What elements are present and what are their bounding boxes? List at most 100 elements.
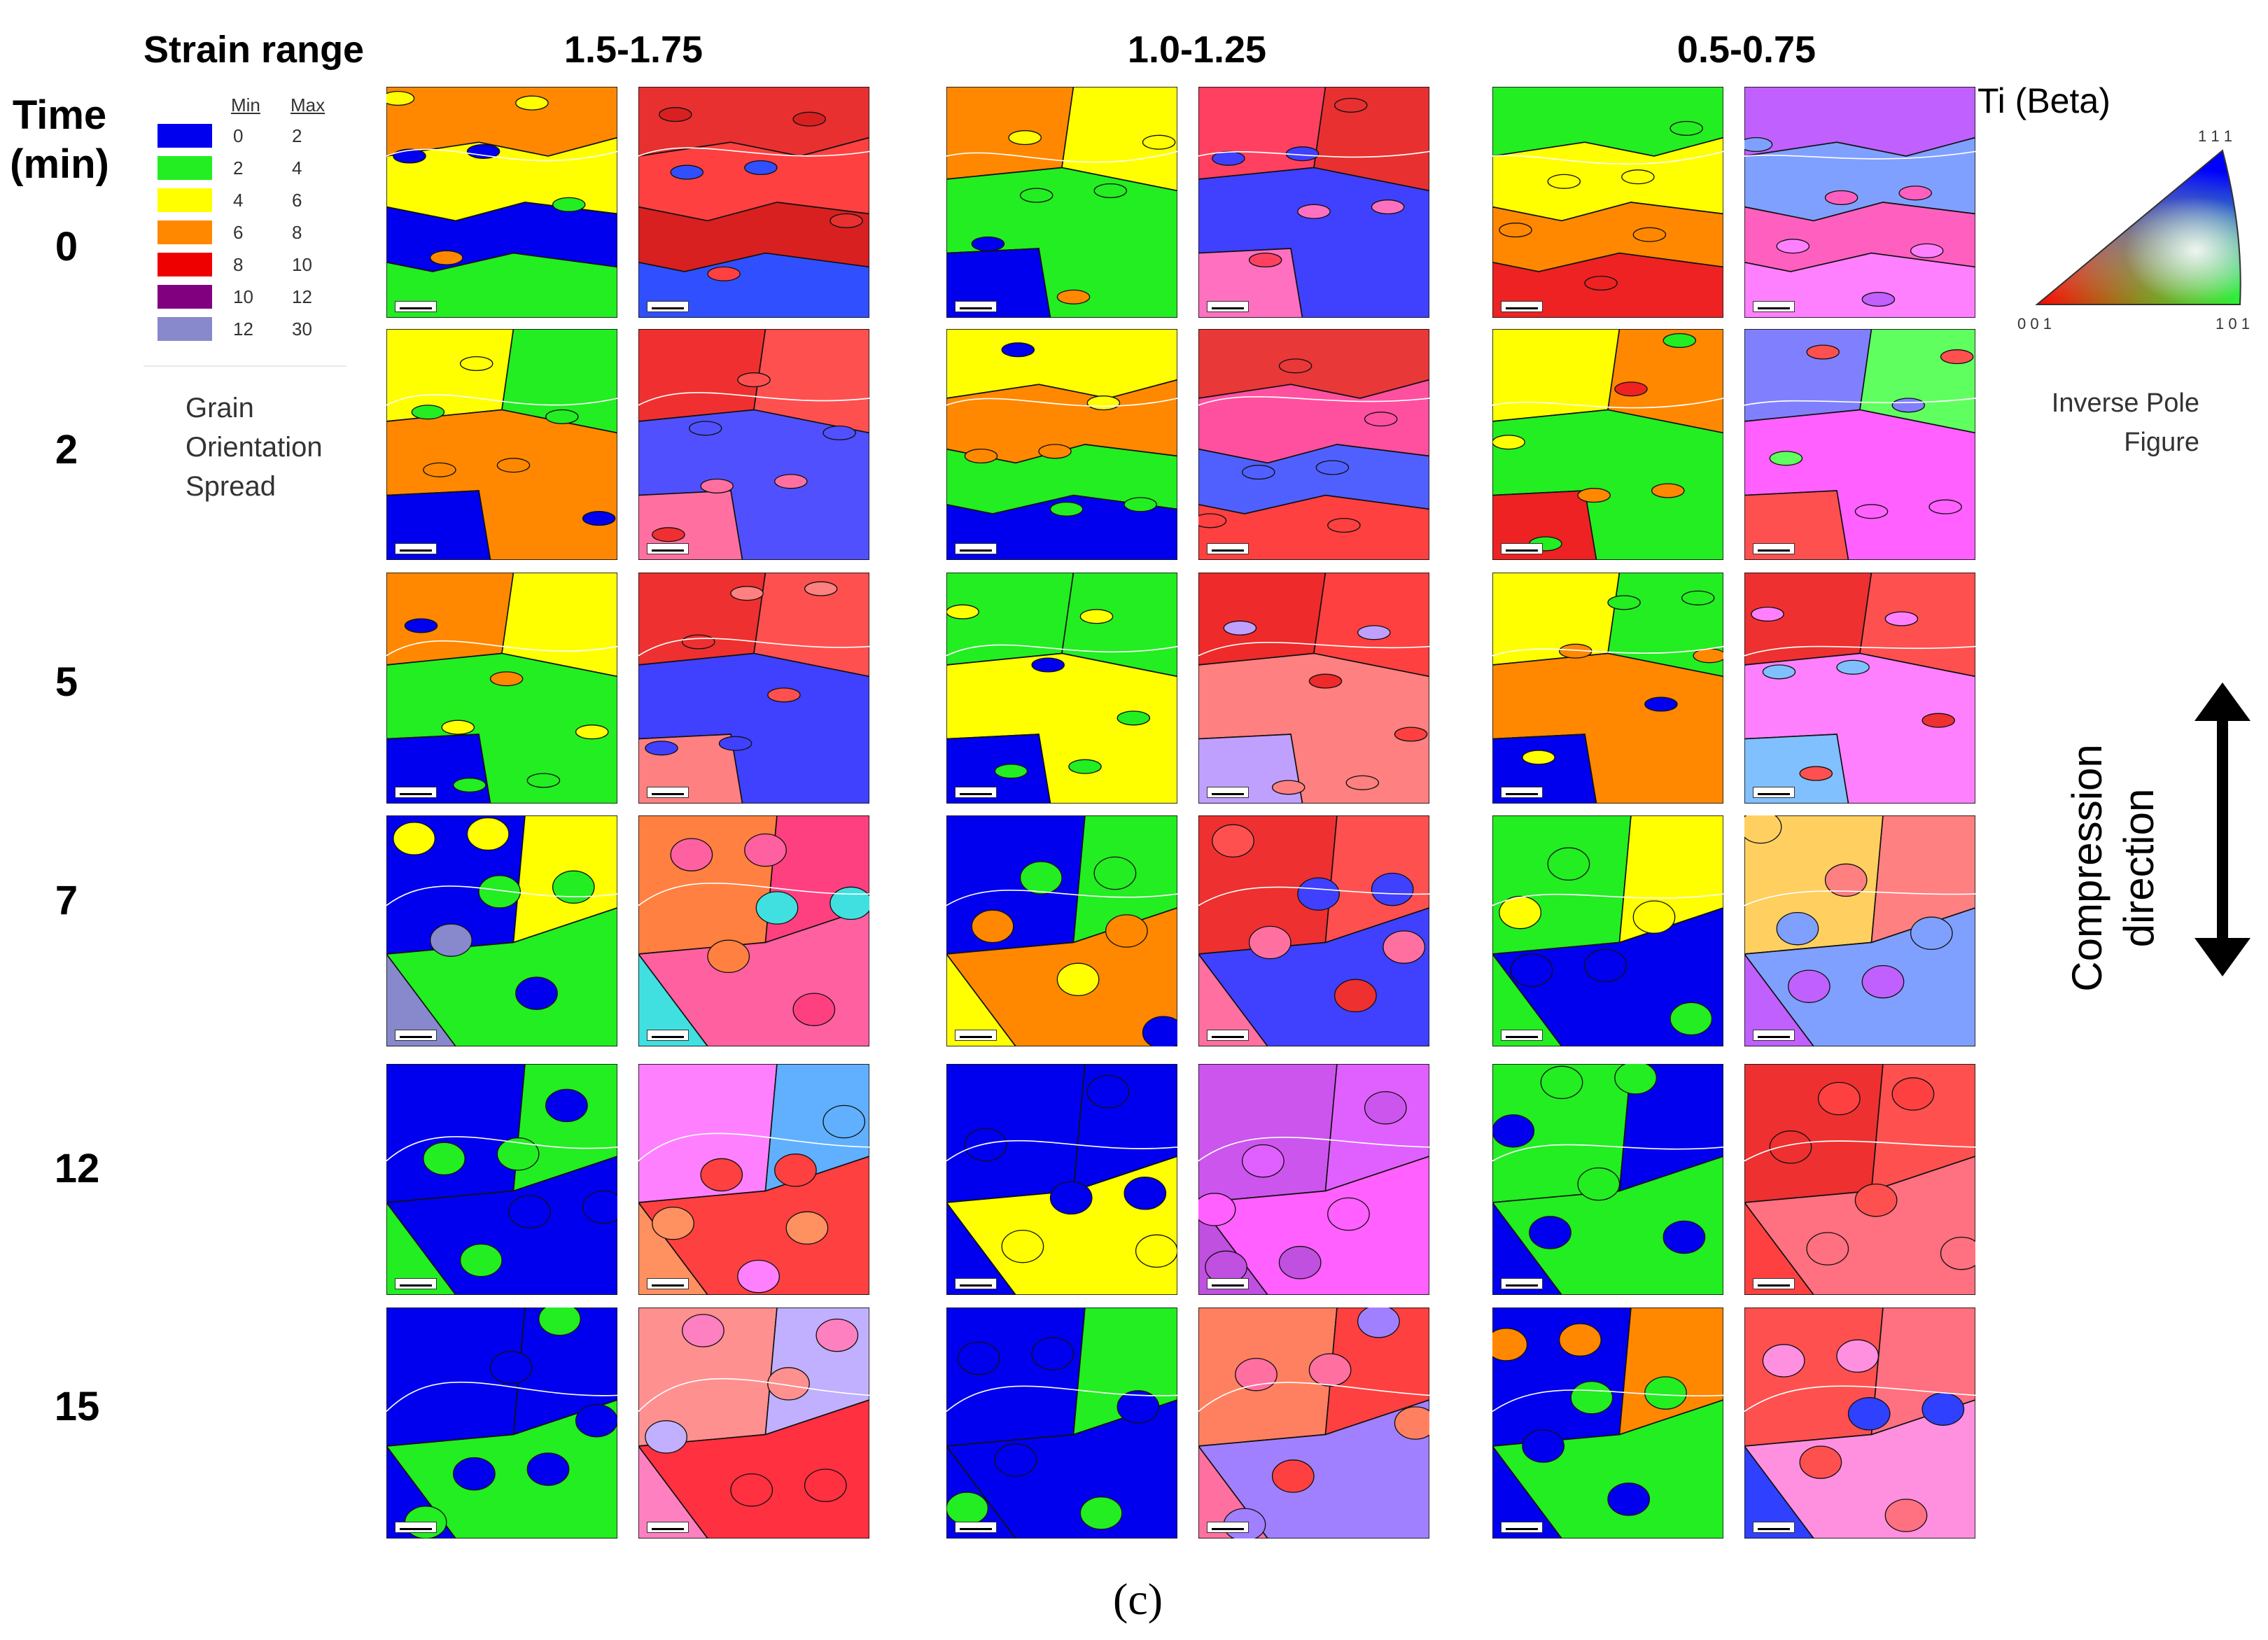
grain bbox=[1019, 188, 1054, 203]
legend-swatch bbox=[158, 188, 212, 212]
legend-swatch bbox=[158, 220, 212, 244]
grain bbox=[670, 838, 713, 871]
grain bbox=[1031, 1337, 1074, 1371]
grain bbox=[1799, 1445, 1842, 1479]
grain bbox=[1547, 847, 1590, 881]
grain bbox=[638, 252, 869, 318]
grain bbox=[1334, 97, 1368, 113]
scale-bar bbox=[1501, 787, 1543, 798]
grain bbox=[1492, 1114, 1535, 1148]
grain bbox=[774, 474, 808, 489]
grain bbox=[1198, 1064, 1338, 1203]
grain bbox=[1584, 948, 1628, 983]
grain bbox=[1327, 1197, 1370, 1231]
grain bbox=[1382, 930, 1426, 964]
grain bbox=[946, 953, 1017, 1046]
grain bbox=[1744, 1201, 1815, 1295]
gos-map bbox=[946, 1064, 1177, 1295]
grain bbox=[1836, 659, 1870, 675]
grain bbox=[1278, 358, 1312, 374]
grain-map-svg bbox=[386, 573, 617, 804]
scale-bar bbox=[1501, 1278, 1543, 1289]
grain bbox=[1940, 1236, 1975, 1270]
grain-map-svg bbox=[1744, 87, 1975, 318]
grain bbox=[1847, 1397, 1891, 1431]
subgrain-boundary bbox=[638, 1133, 869, 1162]
legend-swatch bbox=[158, 285, 212, 309]
grain bbox=[1940, 349, 1974, 365]
scale-bar bbox=[647, 1522, 689, 1533]
legend-min: 8 bbox=[233, 254, 244, 275]
grain bbox=[1061, 87, 1177, 192]
grain bbox=[822, 1105, 866, 1139]
grain bbox=[1744, 815, 1782, 844]
grain bbox=[1644, 696, 1678, 712]
grain bbox=[971, 236, 1005, 251]
subgrain-boundary bbox=[386, 1136, 617, 1162]
ipf-map bbox=[1198, 815, 1429, 1046]
grain bbox=[804, 1469, 847, 1502]
ipf-subtitle-line2: Figure bbox=[2124, 428, 2199, 457]
grain bbox=[1142, 1016, 1177, 1046]
grain bbox=[575, 724, 609, 740]
grain bbox=[1651, 483, 1685, 498]
grain bbox=[1297, 204, 1331, 219]
grain bbox=[1817, 1081, 1861, 1116]
ipf-map bbox=[638, 1064, 869, 1295]
gos-map bbox=[386, 815, 617, 1046]
ipf-map bbox=[1744, 1308, 1975, 1539]
subgrain-boundary bbox=[1198, 150, 1429, 158]
scale-bar bbox=[1207, 543, 1249, 554]
grain-map-svg bbox=[946, 87, 1177, 318]
grain bbox=[1198, 573, 1326, 666]
grain bbox=[441, 720, 475, 735]
grain bbox=[1308, 673, 1343, 689]
gos-map bbox=[946, 815, 1177, 1046]
grain bbox=[707, 266, 741, 281]
grain bbox=[645, 1420, 687, 1454]
grain bbox=[1031, 657, 1065, 673]
grain bbox=[804, 581, 838, 596]
grain bbox=[659, 107, 692, 122]
scale-bar bbox=[1207, 301, 1249, 312]
compression-label: Compression direction bbox=[2062, 703, 2174, 1032]
time-row-7: 7 bbox=[55, 878, 78, 923]
strain-range-label: Strain range bbox=[144, 29, 365, 71]
scale-bar bbox=[1501, 543, 1543, 554]
scale-bar bbox=[647, 301, 689, 312]
grain bbox=[459, 1243, 503, 1277]
subgrain-boundary bbox=[946, 644, 1177, 657]
legend-min: 10 bbox=[233, 286, 253, 307]
grain-map-svg bbox=[386, 1064, 617, 1295]
subgrain-boundary bbox=[946, 1140, 1177, 1162]
grain bbox=[730, 586, 764, 601]
gos-map bbox=[1492, 815, 1723, 1046]
subgrain-boundary bbox=[386, 640, 617, 657]
gos-map bbox=[386, 87, 617, 318]
ipf-map bbox=[1744, 329, 1975, 560]
grain bbox=[1607, 1483, 1651, 1516]
grain-map-svg bbox=[1744, 573, 1975, 804]
scale-bar bbox=[1207, 1522, 1249, 1533]
grain bbox=[1242, 1144, 1284, 1178]
grain bbox=[1776, 239, 1810, 254]
grain bbox=[386, 953, 457, 1046]
scale-bar bbox=[955, 1522, 997, 1533]
legend-max: 4 bbox=[292, 157, 302, 178]
grain bbox=[946, 1201, 1017, 1295]
grain-map-svg bbox=[1744, 1308, 1975, 1539]
subgrain-boundary bbox=[1198, 642, 1429, 657]
grain bbox=[645, 741, 678, 756]
grain bbox=[1806, 1232, 1849, 1266]
time-row-5: 5 bbox=[55, 659, 78, 705]
grain bbox=[1242, 465, 1275, 480]
grain bbox=[830, 213, 863, 228]
grain bbox=[1394, 1406, 1429, 1440]
grain bbox=[1861, 965, 1905, 999]
gos-map bbox=[1492, 1308, 1723, 1539]
grain bbox=[1499, 895, 1541, 930]
grain bbox=[508, 1195, 551, 1228]
grain bbox=[1854, 1183, 1898, 1217]
grain bbox=[682, 1314, 724, 1347]
grain bbox=[1492, 1328, 1528, 1361]
